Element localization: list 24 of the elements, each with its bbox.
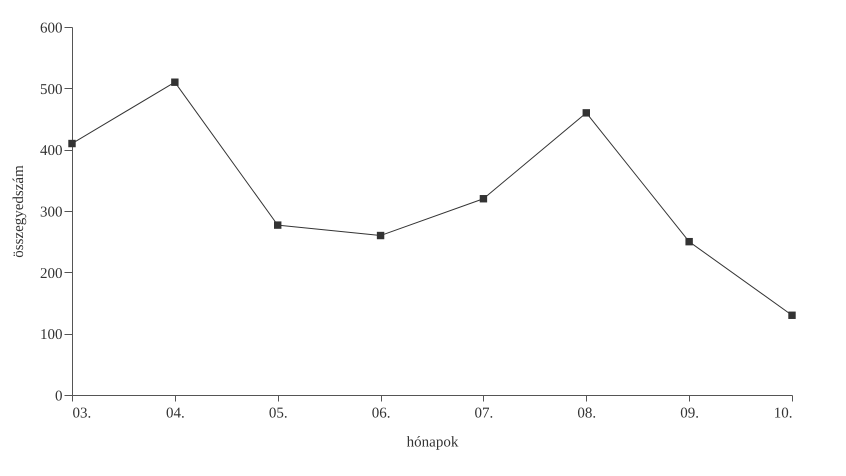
x-tick-label: 10.	[774, 406, 792, 422]
y-tick-label: 200	[40, 266, 62, 282]
y-axis-title: összegyedszám	[11, 164, 27, 258]
x-tick-label: 05.	[268, 406, 288, 422]
y-tick-label: 0	[55, 388, 62, 404]
point	[685, 238, 693, 246]
y-tick-label: 400	[40, 143, 62, 160]
point	[582, 109, 590, 117]
x-tick-label: 09.	[680, 406, 700, 422]
x-tick-label: 04.	[166, 406, 185, 422]
x-tick-label: 08.	[577, 406, 596, 422]
point	[788, 312, 796, 319]
x-axis-title: hónapok	[406, 434, 459, 450]
y-tick-label: 500	[40, 82, 62, 98]
point	[274, 221, 282, 229]
x-tick-label: 06.	[372, 406, 390, 422]
x-tick-label: 07.	[474, 406, 494, 422]
y-tick-label: 300	[40, 204, 62, 220]
point	[171, 78, 179, 86]
x-tick-label: 03.	[72, 406, 92, 422]
point	[376, 232, 384, 240]
point	[480, 195, 488, 202]
y-tick-label: 100	[40, 327, 62, 344]
y-tick-label: 600	[40, 20, 62, 36]
